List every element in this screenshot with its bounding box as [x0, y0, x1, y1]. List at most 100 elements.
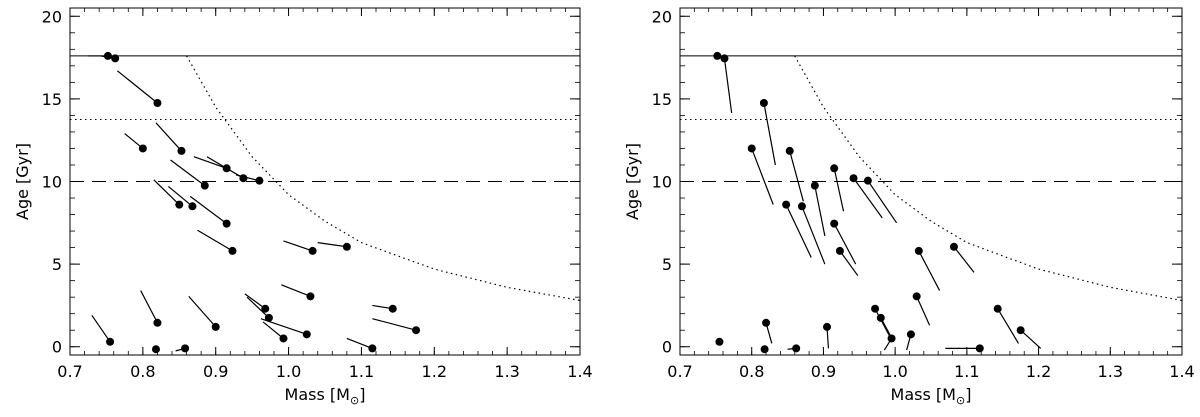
x-tick-label: 1.4 [567, 362, 592, 381]
track-segment [140, 290, 158, 324]
data-point [255, 176, 264, 185]
data-point [111, 54, 120, 63]
y-tick-label: 5 [662, 255, 672, 274]
data-point [388, 304, 397, 313]
data-point [849, 174, 858, 183]
y-tick-label: 20 [652, 7, 672, 26]
x-axis-label-main: Mass [M [891, 385, 956, 404]
track-segment [789, 150, 804, 202]
x-tick-label: 1.1 [954, 362, 979, 381]
data-point [188, 202, 197, 211]
track-segment [763, 102, 776, 166]
y-tick-label: 10 [652, 173, 672, 192]
track-segment [997, 308, 1020, 344]
x-axis-label-end: ] [965, 385, 971, 404]
x-tick-label: 1.3 [1098, 362, 1123, 381]
track-segment [751, 148, 774, 205]
track-segment [801, 206, 826, 265]
data-point [200, 181, 209, 190]
x-tick-label: 0.8 [130, 362, 155, 381]
data-point [228, 246, 237, 255]
track-segment [170, 159, 206, 187]
track-segment [839, 250, 859, 277]
track-segment [188, 295, 217, 328]
data-point [760, 345, 769, 354]
left-panel: 0.7 0.8 0.9 1.0 1.1 1.2 1.3 1.4 0 5 10 15 20 Mass [M⊙… [13, 7, 593, 407]
data-point [342, 242, 351, 251]
track-segment [833, 168, 845, 212]
x-tick-label: 0.7 [57, 362, 82, 381]
data-point [138, 144, 147, 153]
track-segment [1020, 329, 1042, 349]
right-panel: 0.7 0.8 0.9 1.0 1.1 1.2 1.3 1.4 0 5 10 15 20 Mass [M⊙… [623, 7, 1195, 407]
track-segment [346, 337, 373, 349]
data-point [153, 318, 162, 327]
data-point [720, 54, 729, 63]
data-point [308, 246, 317, 255]
data-point [949, 242, 958, 251]
track-segment [785, 204, 812, 258]
x-tick-label: 0.9 [811, 362, 836, 381]
data-point [368, 344, 377, 353]
data-point [797, 202, 806, 211]
data-point [239, 174, 248, 183]
x-tick-label: 1.0 [882, 362, 907, 381]
data-point [876, 313, 885, 322]
x-tick-label: 0.7 [667, 362, 692, 381]
data-point [222, 164, 231, 173]
data-point [279, 334, 288, 343]
track-segment [916, 296, 931, 326]
data-point [151, 345, 160, 354]
data-point [887, 334, 896, 343]
track-segment [833, 223, 857, 265]
x-tick-label: 1.0 [276, 362, 301, 381]
data-point [261, 304, 270, 313]
track-segment [193, 156, 227, 169]
data-point [782, 200, 791, 209]
track-segment [262, 321, 284, 339]
data-point [302, 330, 311, 339]
data-point [264, 313, 273, 322]
data-point [823, 322, 832, 331]
data-point [830, 219, 839, 228]
data-point [106, 337, 115, 346]
y-tick-label: 15 [42, 90, 62, 109]
data-point [175, 200, 184, 209]
track-segment [953, 246, 975, 273]
data-point [222, 219, 231, 228]
y-tick-label: 0 [52, 338, 62, 357]
y-axis-label: Age [Gyr] [623, 143, 642, 220]
y-axis-label: Age [Gyr] [13, 143, 32, 220]
data-point [785, 146, 794, 155]
data-point [177, 146, 186, 155]
x-tick-label: 1.4 [1169, 362, 1194, 381]
track-segment [246, 296, 270, 319]
data-point [715, 337, 724, 346]
track-segment [874, 308, 892, 339]
track-segment [814, 185, 826, 237]
x-axis-label-end: ] [359, 385, 365, 404]
track-segment [197, 229, 233, 252]
data-point [181, 344, 190, 353]
sun-symbol: ⊙ [956, 394, 965, 407]
track-segment [189, 195, 228, 225]
x-axis-label-main: Mass [M [285, 385, 350, 404]
data-point [103, 51, 112, 60]
data-point [830, 164, 839, 173]
track-segment [167, 185, 193, 207]
track-segment [317, 242, 347, 248]
data-point [306, 292, 315, 301]
sun-symbol: ⊙ [350, 394, 359, 407]
track-segment [723, 58, 733, 114]
data-point [912, 292, 921, 301]
data-point [1016, 326, 1025, 335]
y-tick-label: 5 [52, 255, 62, 274]
x-tick-label: 1.2 [422, 362, 447, 381]
x-tick-label: 0.8 [739, 362, 764, 381]
track-segment [918, 250, 941, 291]
data-point [906, 330, 915, 339]
data-point [993, 304, 1002, 313]
data-point [792, 344, 801, 353]
y-tick-label: 20 [42, 7, 62, 26]
track-segment [155, 122, 182, 152]
